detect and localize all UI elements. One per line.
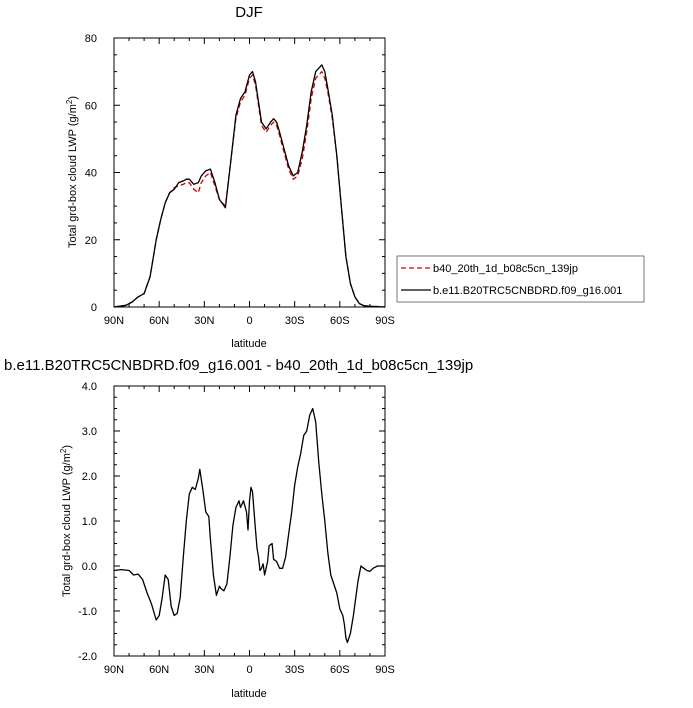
top-y-tick-label: 20: [85, 235, 97, 247]
bottom-y-tick-label: -2.0: [78, 651, 97, 663]
bottom-y-tick-label: 4.0: [82, 381, 97, 393]
top-chart-title: DJF: [235, 4, 263, 21]
top-y-axis-label-main: Total grd-box cloud LWP (g/m: [67, 104, 79, 248]
top-y-tick-label: 60: [85, 100, 97, 112]
bottom-x-tick-label: 0: [246, 664, 252, 676]
top-y-tick-label: 80: [85, 33, 97, 45]
bottom-y-tick-label: 3.0: [82, 426, 97, 438]
bottom-y-tick-label: 2.0: [82, 471, 97, 483]
top-y-axis-label-end: ): [67, 96, 79, 100]
bottom-x-tick-label: 30N: [194, 664, 214, 676]
top-y-axis-label: Total grd-box cloud LWP (g/m2): [65, 96, 79, 248]
bottom-y-axis-label-main: Total grd-box cloud LWP (g/m: [61, 453, 73, 597]
bottom-x-tick-label: 90S: [375, 664, 395, 676]
top-x-tick-label: 0: [246, 315, 252, 327]
top-x-axis-label: latitude: [231, 338, 266, 350]
top-plot-frame: [113, 37, 386, 308]
top-series-line-1: [113, 70, 386, 308]
bottom-y-axis-label: Total grd-box cloud LWP (g/m2): [59, 445, 73, 597]
top-x-tick-label: 90S: [375, 315, 395, 327]
bottom-chart: b.e11.B20TRC5CNBDRD.f09_g16.001 - b40_20…: [4, 357, 473, 700]
top-x-tick-label: 60S: [330, 315, 350, 327]
bottom-series-group: [113, 407, 385, 644]
bottom-y-tick-label: 0.0: [82, 561, 97, 573]
bottom-chart-title: b.e11.B20TRC5CNBDRD.f09_g16.001 - b40_20…: [4, 357, 473, 374]
bottom-y-tick-label: 1.0: [82, 516, 97, 528]
bottom-x-tick-labels: 90N 60N 30N 0 30S 60S 90S: [104, 664, 395, 676]
top-y-tick-label: 40: [85, 168, 97, 180]
top-y-tick-labels: 0 20 40 60 80: [85, 33, 97, 314]
top-chart: DJF 90N 60N 30N 0 30S 60S 90S 0 20 40 60 80 latitu…: [65, 4, 645, 350]
top-x-tick-label: 30N: [194, 315, 214, 327]
legend: b40_20th_1d_b08c5cn_139jp b.e11.B20TRC5C…: [396, 255, 645, 303]
bottom-y-axis-label-sup: 2: [59, 448, 68, 453]
top-x-tick-labels: 90N 60N 30N 0 30S 60S 90S: [104, 315, 395, 327]
bottom-x-tick-label: 30S: [285, 664, 305, 676]
top-tick-marks: [113, 37, 386, 308]
bottom-y-tick-labels: -2.0 -1.0 0.0 1.0 2.0 3.0 4.0: [78, 381, 97, 663]
bottom-x-tick-label: 60S: [330, 664, 350, 676]
top-x-tick-label: 30S: [285, 315, 305, 327]
top-series-line-2: [113, 64, 386, 308]
bottom-x-axis-label: latitude: [231, 688, 266, 700]
top-x-tick-label: 60N: [149, 315, 169, 327]
legend-label-series-2: b.e11.B20TRC5CNBDRD.f09_g16.001: [433, 285, 622, 297]
bottom-x-tick-label: 60N: [149, 664, 169, 676]
bottom-tick-marks: [113, 385, 386, 657]
legend-box: [396, 255, 645, 303]
bottom-y-tick-label: -1.0: [78, 606, 97, 618]
top-series-group: [113, 64, 386, 308]
top-y-tick-label: 0: [91, 302, 97, 314]
bottom-y-axis-label-end: ): [61, 445, 73, 449]
top-x-tick-label: 90N: [104, 315, 124, 327]
top-y-axis-label-sup: 2: [65, 99, 74, 104]
bottom-x-tick-label: 90N: [104, 664, 124, 676]
bottom-series-line-1: [113, 407, 385, 644]
legend-label-series-1: b40_20th_1d_b08c5cn_139jp: [433, 263, 578, 275]
